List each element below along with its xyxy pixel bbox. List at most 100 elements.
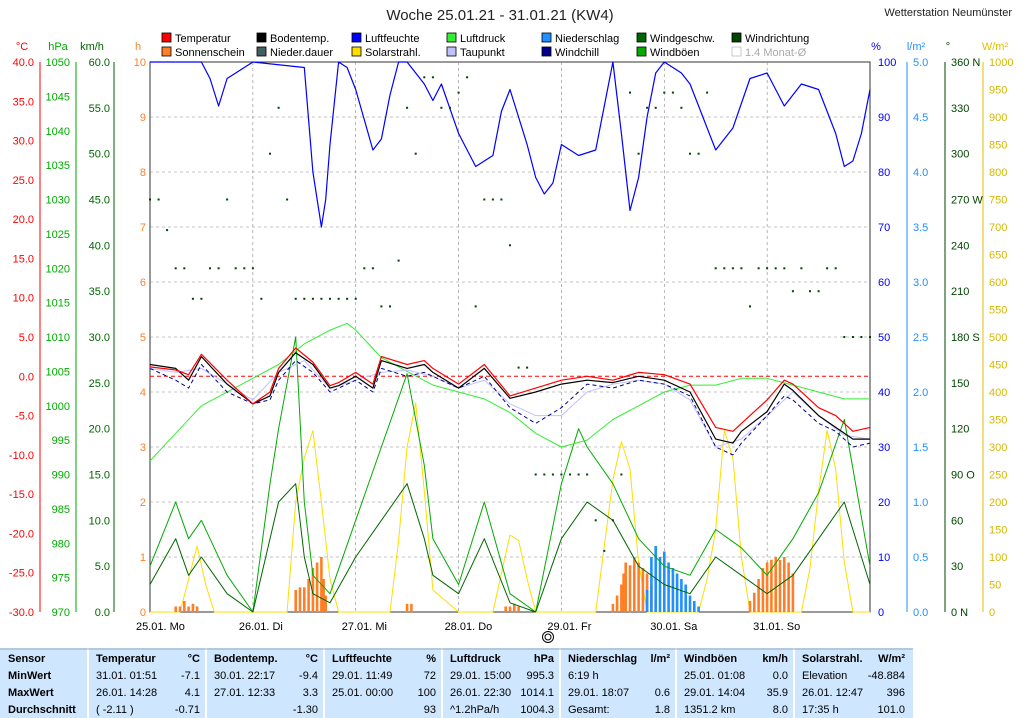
direction-point [337,297,340,300]
direction-point [749,305,751,308]
solar-tick-label: 0 [989,607,995,619]
direction-point [389,305,391,308]
direction-point [320,297,323,300]
bar-sonnenschein [405,603,409,613]
direction-point [363,267,366,270]
wind-tick-label: 40.0 [89,240,110,252]
direction-point [397,259,400,262]
stats-background [0,648,913,718]
direction-point [414,152,417,155]
legend: Temperatur Bodentemp. Luftfeuchte Luftdruck… [161,32,809,59]
day-label: 26.01. Di [239,621,283,633]
unit-label: ° [946,41,950,53]
solar-tick-label: 850 [989,140,1007,152]
direction-tick-label: 150 [951,378,969,390]
direction-tick-label: 240 [951,240,969,252]
solar-tick-label: 650 [989,250,1007,262]
unit-label: W/m² [982,41,1009,53]
direction-point [766,267,769,270]
direction-point [209,267,211,270]
temp-tick-label: 10.0 [13,293,34,305]
direction-point [637,152,640,155]
direction-point [611,519,614,522]
legend-swatch [731,32,742,43]
temp-tick-label: 0.0 [19,371,34,383]
bar-niederschlag [663,551,666,612]
stats-value: 0.6 [655,687,670,699]
bar-niederschlag [667,562,670,612]
wind-tick-label: 5.0 [95,561,110,573]
temp-tick-label: -30.0 [9,607,34,619]
legend-swatch [541,32,552,43]
temp-tick-label: 25.0 [13,175,34,187]
stats-value: 0.0 [773,670,788,682]
rain-tick-label: 5.0 [913,57,928,69]
direction-point [474,305,477,308]
temp-tick-label: 30.0 [13,136,34,148]
bar-sonnenschein [195,606,199,612]
bar-sonnenschein [615,595,619,612]
rain-tick-label: 1.0 [913,497,928,509]
rain-tick-label: 1.5 [913,442,928,454]
wind-tick-label: 30.0 [89,332,110,344]
direction-tick-label: 180 S [951,332,980,344]
wind-tick-label: 10.0 [89,515,110,527]
sun-tick-label: 3 [140,442,146,454]
day-label: 29.01. Fr [547,621,591,633]
pressure-tick-label: 995 [52,435,70,447]
series-line-temperatur [149,347,871,432]
bar-niederschlag [654,546,657,612]
direction-point [483,198,486,201]
bar-sonnenschein [324,595,327,612]
bar-sonnenschein [791,573,795,612]
bar-sonnenschein [183,601,186,612]
direction-point [826,267,829,270]
direction-point [706,91,709,94]
stats-value: 93 [424,704,436,716]
direction-point [680,106,683,109]
statistics-table: Sensor MinWert MaxWert Durchschnitt Temperat… [0,648,1024,718]
day-label: 25.01. Mo [136,621,185,633]
scroll-handle[interactable] [542,631,554,643]
legend-swatch [161,46,172,57]
bar-niederschlag [684,584,687,612]
bar-sonnenschein [765,562,769,612]
direction-point [294,297,297,300]
stats-cell: Gesamt: [568,704,610,716]
series-line-windgeschw [149,483,871,613]
pressure-tick-label: 1030 [46,195,70,207]
direction-tick-label: 120 [951,424,969,436]
unit-label: h [135,41,141,53]
temp-tick-label: 40.0 [13,57,34,69]
legend-swatch [256,32,267,43]
direction-point [569,473,571,476]
direction-point [671,91,674,94]
sun-tick-label: 2 [140,497,146,509]
stats-unit: % [426,653,436,665]
solar-tick-label: 1000 [989,57,1013,69]
stats-value: -9.4 [299,670,318,682]
wind-tick-label: 45.0 [89,195,110,207]
direction-point [354,297,357,300]
legend-swatch [636,32,647,43]
direction-point [654,106,657,109]
solar-tick-label: 800 [989,167,1007,179]
direction-point [791,290,794,293]
humidity-tick-label: 40 [878,387,890,399]
stats-header: Luftfeuchte [332,653,392,665]
bar-niederschlag [693,601,696,612]
direction-point [809,290,811,293]
pressure-tick-label: 1040 [46,126,70,138]
direction-point [157,198,160,201]
direction-point [286,198,289,201]
legend-swatch [446,32,457,43]
stats-value: 101.0 [877,704,905,716]
pressure-tick-label: 985 [52,504,70,516]
series-line-luftfeuchte [150,61,871,228]
stats-value: 100 [418,687,436,699]
solar-tick-label: 450 [989,360,1007,372]
direction-point [449,106,451,109]
direction-point [577,473,580,476]
direction-point [200,297,203,300]
day-label: 30.01. Sa [650,621,698,633]
